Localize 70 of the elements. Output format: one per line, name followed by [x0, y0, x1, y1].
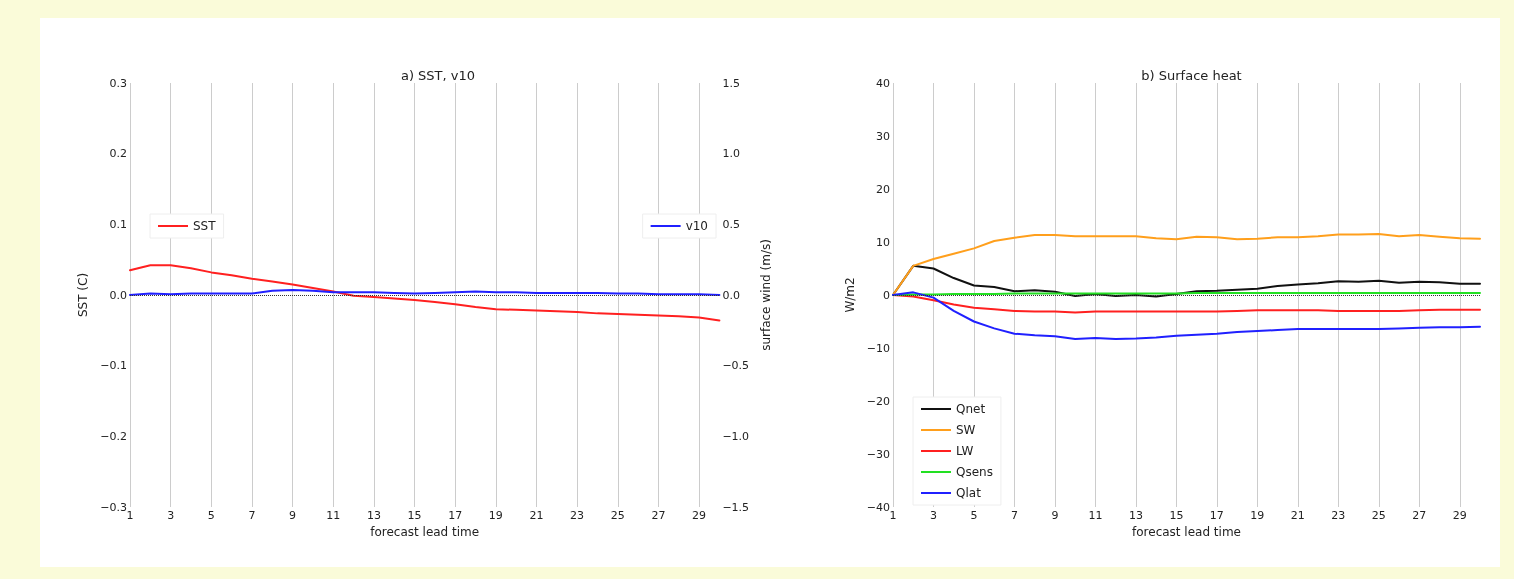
x-tick-label: 9 — [1051, 509, 1059, 522]
y-tick-label: 20 — [876, 182, 890, 196]
x-tick-label: 27 — [651, 509, 666, 522]
x-tick-label: 5 — [207, 509, 215, 522]
x-tick-label: 7 — [1010, 509, 1018, 522]
legend-label: SW — [956, 423, 976, 437]
x-tick-label: 21 — [529, 509, 544, 522]
y-tick-label: 0.1 — [109, 217, 127, 231]
x-tick-label: 13 — [366, 509, 381, 522]
x-tick-label: 17 — [1209, 509, 1224, 522]
x-tick-label: 7 — [248, 509, 256, 522]
legend-label: v10 — [685, 219, 708, 233]
y2-tick-label: −1.5 — [722, 500, 750, 514]
y-tick-label: 0.0 — [109, 288, 127, 302]
legend-label: SST — [193, 219, 217, 233]
y-tick-label: 30 — [876, 129, 890, 143]
y2-tick-label: 0.0 — [722, 288, 740, 302]
y2-tick-label: 1.5 — [722, 76, 740, 90]
line-series — [129, 264, 721, 322]
x-tick-label: 23 — [1331, 509, 1346, 522]
y-tick-label: −0.1 — [100, 359, 127, 373]
x-tick-label: 1 — [889, 509, 897, 522]
y-axis-title: SST (C) — [76, 272, 91, 318]
x-tick-label: 25 — [1371, 509, 1386, 522]
y-tick-label: 10 — [876, 235, 890, 249]
line-series — [892, 291, 1481, 340]
legend-label: Qsens — [956, 465, 993, 479]
x-tick-label: 29 — [1452, 509, 1467, 522]
legend-label: Qnet — [956, 402, 986, 416]
legend-label: LW — [956, 444, 974, 458]
x-tick-label: 21 — [1290, 509, 1305, 522]
x-tick-label: 11 — [1088, 509, 1103, 522]
y-tick-label: −20 — [866, 394, 890, 408]
x-tick-label: 15 — [1169, 509, 1184, 522]
x-tick-label: 1 — [126, 509, 134, 522]
y2-tick-label: −0.5 — [722, 359, 750, 373]
x-tick-label: 27 — [1412, 509, 1427, 522]
y-tick-label: 0.3 — [109, 76, 127, 90]
legend-label: Qlat — [956, 486, 982, 500]
x-tick-label: 19 — [488, 509, 503, 522]
x-tick-label: 5 — [970, 509, 978, 522]
x-tick-label: 25 — [610, 509, 625, 522]
x-tick-label: 9 — [289, 509, 297, 522]
y-tick-label: −30 — [866, 447, 890, 461]
y-tick-label: 0.2 — [109, 147, 127, 161]
y2-tick-label: 1.0 — [722, 147, 740, 161]
x-tick-label: 3 — [167, 509, 175, 522]
x-axis-title: forecast lead time — [1132, 524, 1241, 539]
x-tick-label: 17 — [448, 509, 463, 522]
y-tick-label: 0 — [883, 288, 890, 302]
y-tick-label: −40 — [866, 500, 890, 514]
y-tick-label: 40 — [876, 76, 890, 90]
line-series — [892, 233, 1481, 296]
x-tick-label: 13 — [1128, 509, 1143, 522]
x-tick-label: 23 — [570, 509, 585, 522]
x-tick-label: 19 — [1250, 509, 1265, 522]
chart-title: b) Surface heat — [1141, 68, 1242, 83]
y-axis-title: W/m2 — [842, 277, 857, 313]
y2-tick-label: −1.0 — [722, 429, 750, 443]
chart-title: a) SST, v10 — [400, 68, 476, 83]
x-tick-label: 11 — [326, 509, 341, 522]
x-axis-title: forecast lead time — [370, 524, 480, 539]
y2-axis-title: surface wind (m/s) — [759, 239, 773, 351]
x-tick-label: 3 — [929, 509, 937, 522]
x-tick-label: 29 — [692, 509, 707, 522]
y2-tick-label: 0.5 — [722, 217, 740, 231]
x-tick-label: 15 — [407, 509, 422, 522]
y-tick-label: −0.3 — [100, 500, 127, 514]
y-tick-label: −10 — [866, 341, 890, 355]
y-tick-label: −0.2 — [100, 429, 127, 443]
